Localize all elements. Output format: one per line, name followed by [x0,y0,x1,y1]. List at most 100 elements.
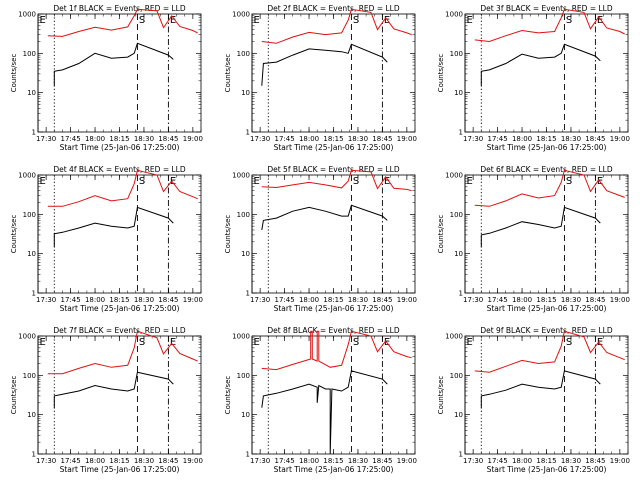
x-tick-label: 19:00 [183,135,203,143]
x-tick-label: 18:15 [323,457,343,465]
x-tick-label: 18:00 [512,457,532,465]
panel-title: Det 9f BLACK = Events, RED = LLD [480,326,613,335]
y-tick-label: 1 [246,451,250,459]
events-series-line [53,42,174,86]
time-marker-label: E [40,337,46,348]
y-tick-label: 1000 [18,11,36,19]
events-series-line [53,206,174,247]
lld-series-line [261,8,412,44]
time-marker-label: E [170,337,176,348]
x-tick-label: 18:45 [158,296,178,304]
x-tick-label: 17:45 [61,296,81,304]
y-axis-label: Counts/sec [437,215,445,254]
y-axis-label: Counts/sec [224,215,232,254]
time-marker-label: E [597,15,603,26]
lld-series-line [261,169,412,192]
detector-panel: Det 8f BLACK = Events, RED = LLD 1 10 100 10… [224,326,417,474]
x-tick-label: 18:30 [134,135,154,143]
x-tick-label: 18:15 [109,296,129,304]
detector-panel: Det 6f BLACK = Events, RED = LLD 1 10 100 10… [437,165,630,313]
x-tick-label: 18:30 [561,296,581,304]
x-tick-label: 19:00 [610,296,630,304]
time-marker-label: S [353,15,359,26]
plot-frame [37,335,202,455]
x-axis-label: Start Time (25-Jan-06 17:25:00) [274,143,394,152]
x-tick-label: 18:30 [348,457,368,465]
x-tick-label: 18:45 [585,296,605,304]
x-tick-label: 17:30 [250,296,270,304]
time-marker-label: S [566,176,572,187]
lld-series-line [474,8,625,43]
time-marker-label: E [467,176,473,187]
y-tick-label: 10 [454,411,463,419]
y-tick-label: 1000 [445,333,463,341]
detector-panel: Det 3f BLACK = Events, RED = LLD 1 10 100 10… [437,4,630,152]
x-tick-label: 17:30 [463,135,483,143]
x-tick-label: 17:45 [488,296,508,304]
x-tick-label: 18:00 [512,296,532,304]
x-axis-label: Start Time (25-Jan-06 17:25:00) [274,465,394,474]
plot-frame [37,13,202,133]
x-tick-label: 18:00 [85,135,105,143]
y-tick-label: 1000 [232,333,250,341]
panel-title: Det 2f BLACK = Events, RED = LLD [267,4,400,13]
y-tick-label: 10 [241,89,250,97]
time-marker-label: E [254,176,260,187]
y-tick-label: 1 [459,129,463,137]
x-tick-label: 19:00 [397,296,417,304]
x-tick-label: 17:30 [250,135,270,143]
y-tick-label: 1 [32,290,36,298]
x-tick-label: 18:00 [299,296,319,304]
y-tick-label: 10 [241,411,250,419]
x-tick-label: 19:00 [610,457,630,465]
x-tick-label: 18:15 [536,135,556,143]
x-tick-label: 18:00 [299,135,319,143]
y-tick-label: 1 [246,290,250,298]
x-tick-label: 17:45 [275,457,295,465]
x-tick-label: 18:30 [134,457,154,465]
time-marker-label: E [40,15,46,26]
x-tick-label: 19:00 [183,457,203,465]
time-marker-label: E [597,337,603,348]
panel-title: Det 5f BLACK = Events, RED = LLD [267,165,400,174]
time-marker-label: E [170,176,176,187]
y-tick-label: 10 [27,411,36,419]
x-tick-label: 17:30 [250,457,270,465]
x-tick-label: 18:00 [512,135,532,143]
time-marker-label: E [254,15,260,26]
x-tick-label: 17:30 [36,296,56,304]
y-tick-label: 1 [246,129,250,137]
detector-panel: Det 9f BLACK = Events, RED = LLD 1 10 100 10… [437,326,630,474]
y-tick-label: 1000 [232,172,250,180]
x-axis-label: Start Time (25-Jan-06 17:25:00) [60,465,180,474]
time-marker-label: E [40,176,46,187]
y-tick-label: 1000 [18,172,36,180]
y-axis-label: Counts/sec [10,376,18,415]
x-tick-label: 18:45 [585,457,605,465]
detector-panel: Det 1f BLACK = Events, RED = LLD 1 10 100 10… [10,4,203,152]
y-axis-label: Counts/sec [437,54,445,93]
y-tick-label: 1000 [18,333,36,341]
x-tick-label: 18:30 [348,135,368,143]
y-axis-label: Counts/sec [10,54,18,93]
x-tick-label: 18:15 [323,296,343,304]
y-tick-label: 10 [454,89,463,97]
y-tick-label: 100 [450,211,463,219]
time-marker-label: E [254,337,260,348]
y-axis-label: Counts/sec [224,54,232,93]
x-tick-label: 17:45 [275,135,295,143]
time-marker-label: E [467,337,473,348]
x-tick-label: 18:15 [536,296,556,304]
x-tick-label: 17:30 [36,457,56,465]
time-marker-label: S [566,337,572,348]
x-tick-label: 17:30 [36,135,56,143]
x-tick-label: 19:00 [183,296,203,304]
time-marker-label: S [353,176,359,187]
events-series-line [480,370,601,408]
x-tick-label: 18:45 [372,296,392,304]
panel-title: Det 4f BLACK = Events, RED = LLD [53,165,186,174]
events-series-line [480,206,601,247]
plot-frame [251,13,416,133]
y-tick-label: 1 [459,451,463,459]
plot-frame [464,335,629,455]
